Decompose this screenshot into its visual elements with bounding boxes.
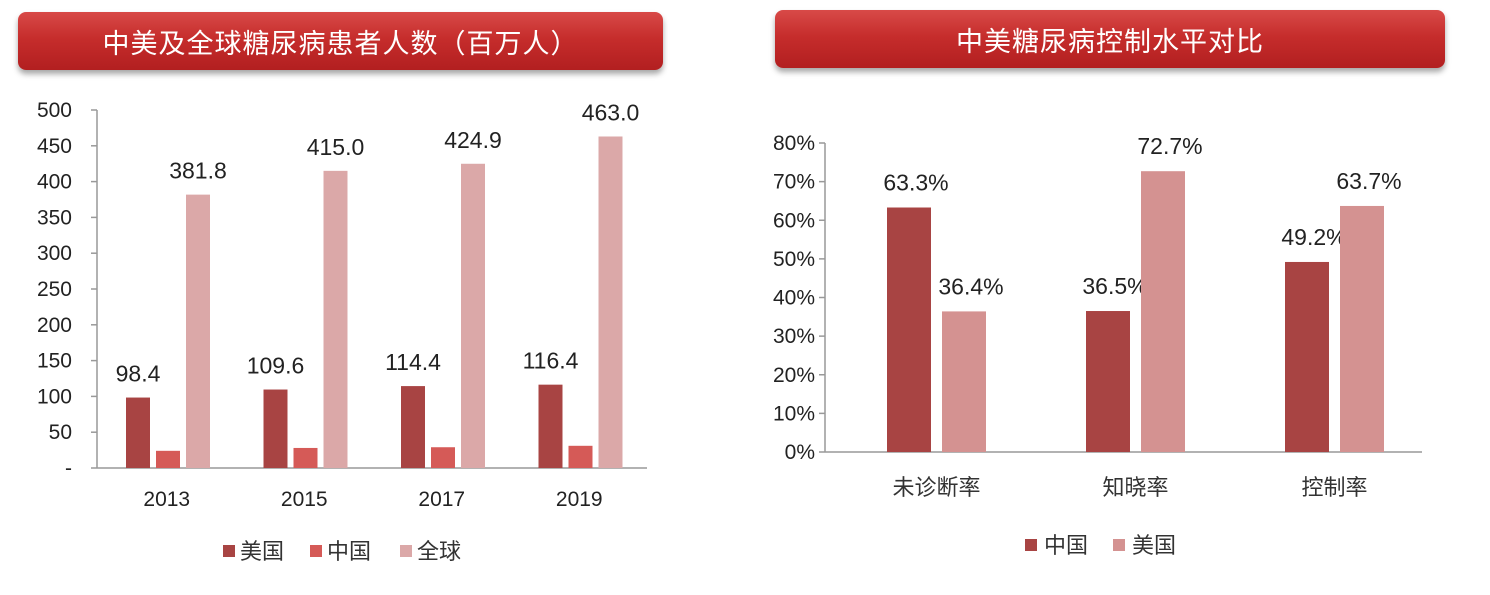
legend-swatch-全球: [400, 545, 412, 557]
bar-美国-2015: [263, 389, 288, 468]
data-label: 63.3%: [883, 170, 948, 196]
x-category-label: 未诊断率: [892, 476, 980, 501]
bar-中国-未诊断率: [887, 207, 931, 452]
bar-美国-2017: [401, 386, 425, 468]
data-label: 36.5%: [1082, 273, 1147, 299]
x-category-label: 知晓率: [1102, 476, 1168, 501]
y-tick-label: 30%: [773, 325, 815, 348]
data-label: 116.4: [523, 348, 579, 374]
y-tick-label: 300: [37, 242, 72, 265]
bar-中国-2017: [431, 447, 455, 468]
y-tick-label: 450: [37, 135, 72, 158]
data-label: 415.0: [307, 134, 365, 160]
data-label: 381.8: [169, 158, 227, 184]
y-tick-label: 350: [37, 206, 72, 229]
data-label: 63.7%: [1336, 168, 1401, 194]
y-tick-label: 150: [37, 350, 72, 373]
bar-美国-未诊断率: [942, 311, 986, 452]
data-label: 109.6: [247, 353, 305, 379]
bar-中国-知晓率: [1086, 311, 1130, 452]
data-label: 424.9: [444, 127, 502, 153]
y-tick-label: 250: [37, 278, 72, 301]
y-tick-label: 100: [37, 385, 72, 408]
bar-美国-知晓率: [1141, 171, 1185, 453]
chart-title-left: 中美及全球糖尿病患者人数（百万人）: [18, 12, 663, 70]
data-label: 36.4%: [938, 273, 1003, 299]
x-category-label: 控制率: [1301, 476, 1367, 501]
x-category-label: 2015: [281, 488, 328, 511]
legend-swatch-美国: [223, 545, 235, 557]
data-label: 49.2%: [1281, 224, 1346, 250]
x-category-label: 2013: [143, 488, 190, 511]
bar-美国-2013: [126, 397, 150, 468]
legend-label: 美国: [240, 540, 284, 565]
bar-中国-2013: [156, 450, 180, 468]
y-tick-label: -: [65, 457, 72, 480]
bar-全球-2013: [186, 194, 210, 468]
control-level-bar-chart: 0% 10% 20% 30% 40% 50% 60% 70% 80% 63.3% 36.4% 未诊断率…: [773, 132, 1422, 559]
data-label: 463.0: [582, 99, 640, 125]
data-label: 98.4: [116, 361, 161, 387]
data-label: 72.7%: [1137, 133, 1202, 159]
bar-中国-控制率: [1285, 261, 1329, 452]
y-tick-label: 0%: [785, 441, 815, 464]
y-tick-label: 20%: [773, 364, 815, 387]
legend-label: 美国: [1132, 534, 1176, 559]
legend-label: 中国: [327, 540, 371, 565]
data-label: 114.4: [385, 349, 441, 375]
y-tick-label: 40%: [773, 287, 815, 310]
x-category-label: 2017: [418, 488, 465, 511]
y-tick-label: 50: [49, 421, 72, 444]
bar-美国-2019: [538, 384, 563, 468]
bar-中国-2015: [293, 447, 318, 468]
y-tick-label: 70%: [773, 171, 815, 194]
x-category-label: 2019: [556, 488, 603, 511]
y-tick-label: 10%: [773, 402, 815, 425]
bar-中国-2019: [568, 445, 593, 468]
legend-swatch-中国: [1025, 539, 1037, 551]
bar-全球-2017: [461, 163, 485, 468]
bar-美国-控制率: [1340, 205, 1384, 452]
legend-label: 中国: [1044, 534, 1088, 559]
y-tick-label: 400: [37, 171, 72, 194]
legend-swatch-美国: [1113, 539, 1125, 551]
y-tick-label: 200: [37, 314, 72, 337]
y-tick-label: 60%: [773, 209, 815, 232]
y-tick-label: 500: [37, 99, 72, 122]
y-tick-label: 80%: [773, 132, 815, 155]
legend-swatch-中国: [310, 545, 322, 557]
patients-bar-chart: - 50 100 150 200 250 300 350 400 450 500 98.4 381.8 2…: [37, 99, 647, 565]
y-tick-label: 50%: [773, 248, 815, 271]
chart-title-right: 中美糖尿病控制水平对比: [775, 10, 1445, 68]
legend-label: 全球: [417, 540, 461, 565]
bar-全球-2015: [323, 170, 348, 469]
bar-全球-2019: [598, 136, 623, 468]
